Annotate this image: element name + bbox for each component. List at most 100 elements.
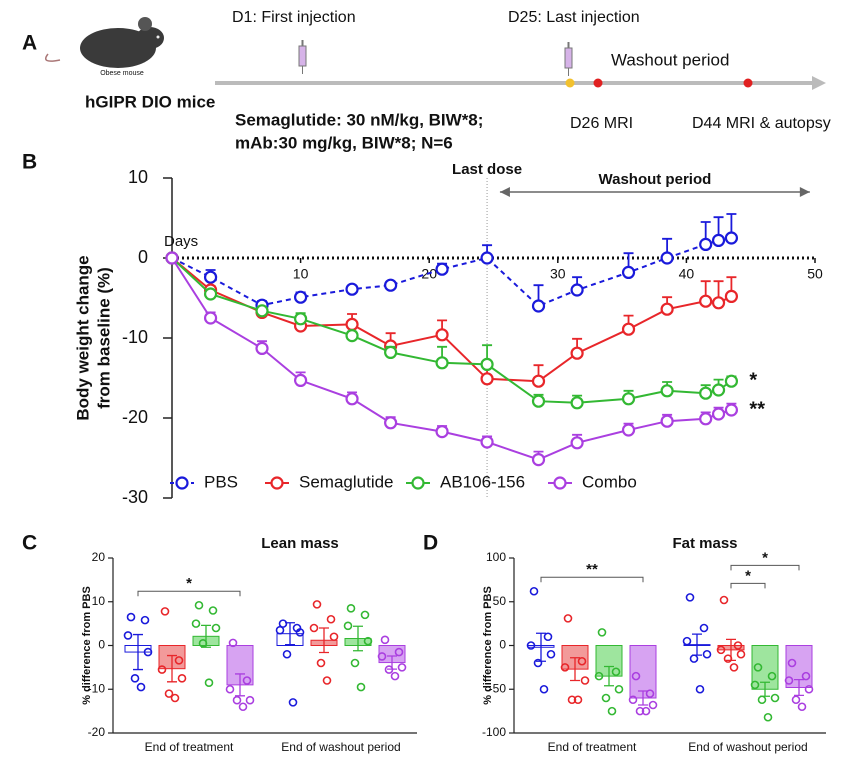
y-axis-label: Body weight change — [73, 255, 92, 420]
data-point — [345, 392, 359, 406]
mouse-label: Obese mouse — [100, 70, 144, 77]
timeline-arrow — [812, 76, 826, 90]
data-point — [611, 667, 621, 677]
data-point — [526, 641, 536, 650]
chart-title: Lean mass — [261, 535, 339, 552]
data-point — [384, 665, 394, 674]
data-point — [165, 251, 179, 265]
data-point — [628, 695, 638, 705]
y-tick-label: 0 — [138, 247, 148, 267]
data-point — [203, 311, 218, 325]
data-point — [733, 641, 743, 650]
data-point — [435, 356, 449, 370]
data-point — [711, 383, 726, 397]
data-point — [533, 658, 543, 668]
timeline-dot — [565, 78, 575, 88]
significance-label: * — [745, 567, 751, 584]
data-point — [573, 695, 583, 705]
x-tick-label: End of treatment — [145, 740, 234, 754]
data-point — [689, 654, 699, 663]
washout-label: Washout period — [599, 171, 712, 188]
y-tick-label: 50 — [493, 594, 507, 608]
data-point — [435, 262, 449, 276]
data-point — [377, 652, 387, 661]
y-tick-label: 10 — [128, 167, 148, 187]
last-dose-label: Last dose — [452, 161, 522, 178]
data-point — [255, 304, 269, 318]
data-point — [529, 586, 539, 596]
data-point — [316, 658, 326, 668]
data-point — [577, 656, 587, 666]
data-point — [245, 695, 255, 705]
data-point — [770, 693, 780, 703]
data-point — [601, 693, 611, 703]
data-point — [345, 317, 359, 331]
data-point — [660, 251, 674, 265]
x-tick-label: 30 — [550, 266, 566, 282]
x-tick-label: End of washout period — [281, 740, 400, 754]
data-point — [343, 621, 353, 631]
data-point — [716, 645, 726, 655]
y-tick-label: -30 — [122, 487, 148, 507]
x-tick-label: End of washout period — [688, 740, 807, 754]
data-point — [232, 695, 242, 705]
data-point — [390, 671, 400, 681]
event-label: D25: Last injection — [508, 9, 640, 26]
legend-marker — [411, 476, 425, 490]
y-tick-label: 100 — [486, 550, 506, 564]
error-bar — [319, 627, 329, 654]
data-point — [635, 706, 645, 716]
data-point — [546, 649, 556, 659]
x-axis-label: Days — [164, 233, 198, 250]
data-point — [143, 647, 153, 657]
data-point — [614, 684, 624, 694]
legend-label: Combo — [582, 472, 637, 491]
data-point — [160, 607, 170, 616]
data-point — [140, 615, 150, 625]
error-bar — [167, 654, 177, 683]
bar — [629, 645, 657, 699]
data-point — [191, 619, 201, 628]
series-line — [171, 237, 732, 308]
data-point — [621, 265, 636, 279]
data-point — [539, 684, 549, 694]
data-point — [225, 684, 235, 694]
series-line — [171, 257, 732, 404]
y-tick-label: -10 — [122, 327, 148, 347]
data-point — [570, 436, 584, 450]
panel-label: B — [22, 151, 37, 174]
significance-label: * — [186, 575, 192, 592]
error-bar — [133, 633, 143, 671]
y-tick-label: 0 — [98, 638, 105, 652]
data-point — [641, 706, 651, 716]
legend-marker — [175, 476, 189, 490]
data-point — [660, 302, 674, 316]
data-point — [480, 357, 494, 371]
data-point — [719, 595, 729, 605]
data-point — [130, 674, 140, 683]
data-point — [531, 453, 546, 467]
data-point — [294, 373, 308, 387]
significance: * — [749, 369, 757, 391]
data-point — [238, 702, 248, 712]
data-point — [580, 676, 590, 685]
data-point — [384, 278, 398, 292]
y-tick-label: 0 — [499, 638, 506, 652]
y-axis-label: % difference from PBS — [81, 586, 93, 705]
data-point — [724, 231, 739, 245]
y-tick-label: -100 — [482, 725, 506, 739]
timeline-dot — [743, 78, 753, 88]
panel-label: A — [22, 32, 37, 55]
x-tick-label: 10 — [293, 266, 309, 282]
model-label: hGIPR DIO mice — [85, 92, 215, 111]
mouse-icon — [45, 17, 164, 68]
data-point — [363, 636, 373, 646]
data-point — [804, 684, 814, 694]
data-point — [123, 631, 133, 640]
data-point — [660, 414, 674, 428]
data-point — [198, 639, 208, 648]
data-point — [631, 671, 641, 681]
data-point — [177, 674, 187, 683]
data-point — [757, 695, 767, 705]
data-point — [294, 290, 308, 304]
